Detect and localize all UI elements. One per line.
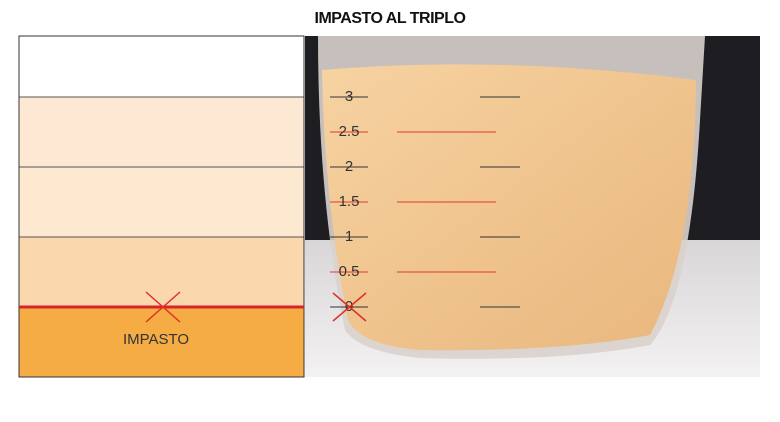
- scale-label: 2.5: [339, 123, 360, 140]
- band: [19, 167, 304, 237]
- scale-label: 2: [345, 158, 353, 175]
- band: [19, 97, 304, 167]
- band: [19, 307, 304, 377]
- cross-mark: [145, 291, 181, 323]
- band: [19, 36, 304, 97]
- scale-label: 3: [345, 88, 353, 105]
- band: [19, 237, 304, 307]
- scale: 32.521.510.50: [330, 88, 520, 322]
- scale-label: 1: [345, 228, 353, 245]
- scale-label: 1.5: [339, 193, 360, 210]
- cross-mark: [332, 292, 367, 322]
- left-panel: IMPASTO: [18, 35, 305, 378]
- panel-label: IMPASTO: [123, 331, 189, 348]
- title: IMPASTO AL TRIPLO: [315, 10, 466, 27]
- scale-label: 0.5: [339, 263, 360, 280]
- photo: 32.521.510.50: [305, 36, 760, 377]
